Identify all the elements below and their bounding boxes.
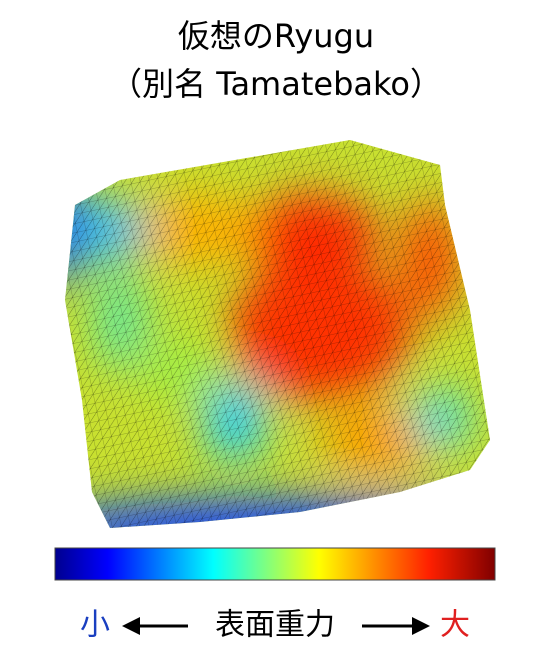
legend-high: 大: [440, 608, 470, 643]
asteroid-model: [65, 140, 490, 528]
title-line1: 仮想のRyugu: [178, 17, 374, 55]
title-line2: （別名 Tamatebako）: [110, 65, 442, 103]
colorbar: [54, 547, 496, 581]
arrow-left: [122, 617, 188, 635]
arrow-right: [362, 617, 430, 635]
legend-low: 小: [80, 608, 110, 643]
legend-label: 表面重力: [215, 608, 335, 643]
